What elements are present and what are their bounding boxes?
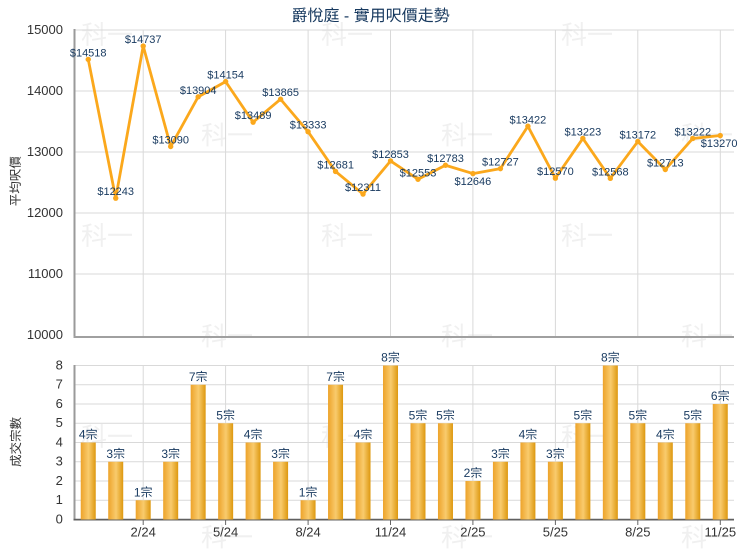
- svg-text:8: 8: [381, 351, 388, 365]
- svg-text:$13865: $13865: [262, 87, 299, 99]
- svg-text:3: 3: [56, 454, 63, 469]
- svg-text:4: 4: [79, 428, 86, 442]
- svg-text:$12727: $12727: [482, 157, 519, 169]
- svg-text:5: 5: [574, 408, 581, 422]
- svg-text:3: 3: [106, 447, 113, 461]
- svg-text:$12243: $12243: [97, 186, 134, 198]
- svg-text:$13172: $13172: [619, 130, 656, 142]
- svg-text:8/24: 8/24: [295, 525, 320, 540]
- svg-text:14000: 14000: [27, 83, 63, 98]
- svg-text:1: 1: [299, 485, 306, 499]
- svg-text:5: 5: [628, 408, 635, 422]
- svg-text:3: 3: [546, 447, 553, 461]
- svg-text:12000: 12000: [27, 205, 63, 220]
- svg-text:5/24: 5/24: [213, 525, 238, 540]
- svg-text:13000: 13000: [27, 144, 63, 159]
- svg-text:4: 4: [244, 428, 251, 442]
- svg-text:$13422: $13422: [510, 114, 547, 126]
- svg-text:$12570: $12570: [537, 166, 574, 178]
- svg-text:$12681: $12681: [317, 159, 354, 171]
- svg-text:4: 4: [56, 434, 63, 449]
- svg-text:$13904: $13904: [180, 85, 217, 97]
- svg-text:5: 5: [436, 408, 443, 422]
- svg-text:5: 5: [409, 408, 416, 422]
- svg-text:11/25: 11/25: [705, 525, 737, 540]
- svg-text:1: 1: [56, 492, 63, 507]
- svg-text:$12646: $12646: [455, 176, 492, 188]
- svg-text:11000: 11000: [28, 266, 63, 281]
- svg-text:6: 6: [711, 389, 718, 403]
- svg-text:$12553: $12553: [400, 167, 437, 179]
- svg-text:$14737: $14737: [125, 34, 162, 46]
- svg-text:8: 8: [601, 351, 608, 365]
- svg-text:6: 6: [56, 396, 63, 411]
- svg-text:15000: 15000: [27, 22, 63, 37]
- svg-text:$13090: $13090: [152, 135, 189, 147]
- svg-text:4: 4: [519, 428, 526, 442]
- svg-text:$14154: $14154: [207, 70, 244, 82]
- svg-text:10000: 10000: [27, 327, 63, 342]
- svg-text:$12568: $12568: [592, 166, 629, 178]
- svg-text:3: 3: [491, 447, 498, 461]
- svg-text:7: 7: [56, 377, 63, 392]
- svg-text:5: 5: [216, 408, 223, 422]
- svg-text:$12853: $12853: [372, 149, 409, 161]
- svg-text:$13222: $13222: [674, 126, 711, 138]
- svg-text:11/24: 11/24: [375, 525, 407, 540]
- svg-text:2: 2: [56, 473, 63, 488]
- svg-text:$13489: $13489: [235, 110, 272, 122]
- svg-text:5: 5: [683, 408, 690, 422]
- svg-text:$12783: $12783: [427, 153, 464, 165]
- svg-text:5/25: 5/25: [543, 525, 568, 540]
- svg-text:2: 2: [464, 466, 471, 480]
- svg-text:7: 7: [326, 370, 333, 384]
- svg-text:-: -: [344, 8, 349, 25]
- svg-text:$13333: $13333: [290, 120, 327, 132]
- svg-text:8/25: 8/25: [625, 525, 650, 540]
- svg-text:$13223: $13223: [565, 126, 602, 138]
- svg-text:2/24: 2/24: [131, 525, 156, 540]
- svg-text:2/25: 2/25: [460, 525, 485, 540]
- svg-text:4: 4: [354, 428, 361, 442]
- svg-text:$13270: $13270: [701, 138, 738, 150]
- svg-text:3: 3: [161, 447, 168, 461]
- svg-text:3: 3: [271, 447, 278, 461]
- svg-text:5: 5: [56, 415, 63, 430]
- svg-text:4: 4: [656, 428, 663, 442]
- svg-text:7: 7: [189, 370, 196, 384]
- svg-text:8: 8: [56, 357, 63, 372]
- svg-text:1: 1: [134, 485, 141, 499]
- svg-text:$14518: $14518: [70, 47, 107, 59]
- svg-text:0: 0: [56, 511, 63, 526]
- svg-text:$12311: $12311: [345, 182, 381, 194]
- svg-text:$12713: $12713: [647, 158, 684, 170]
